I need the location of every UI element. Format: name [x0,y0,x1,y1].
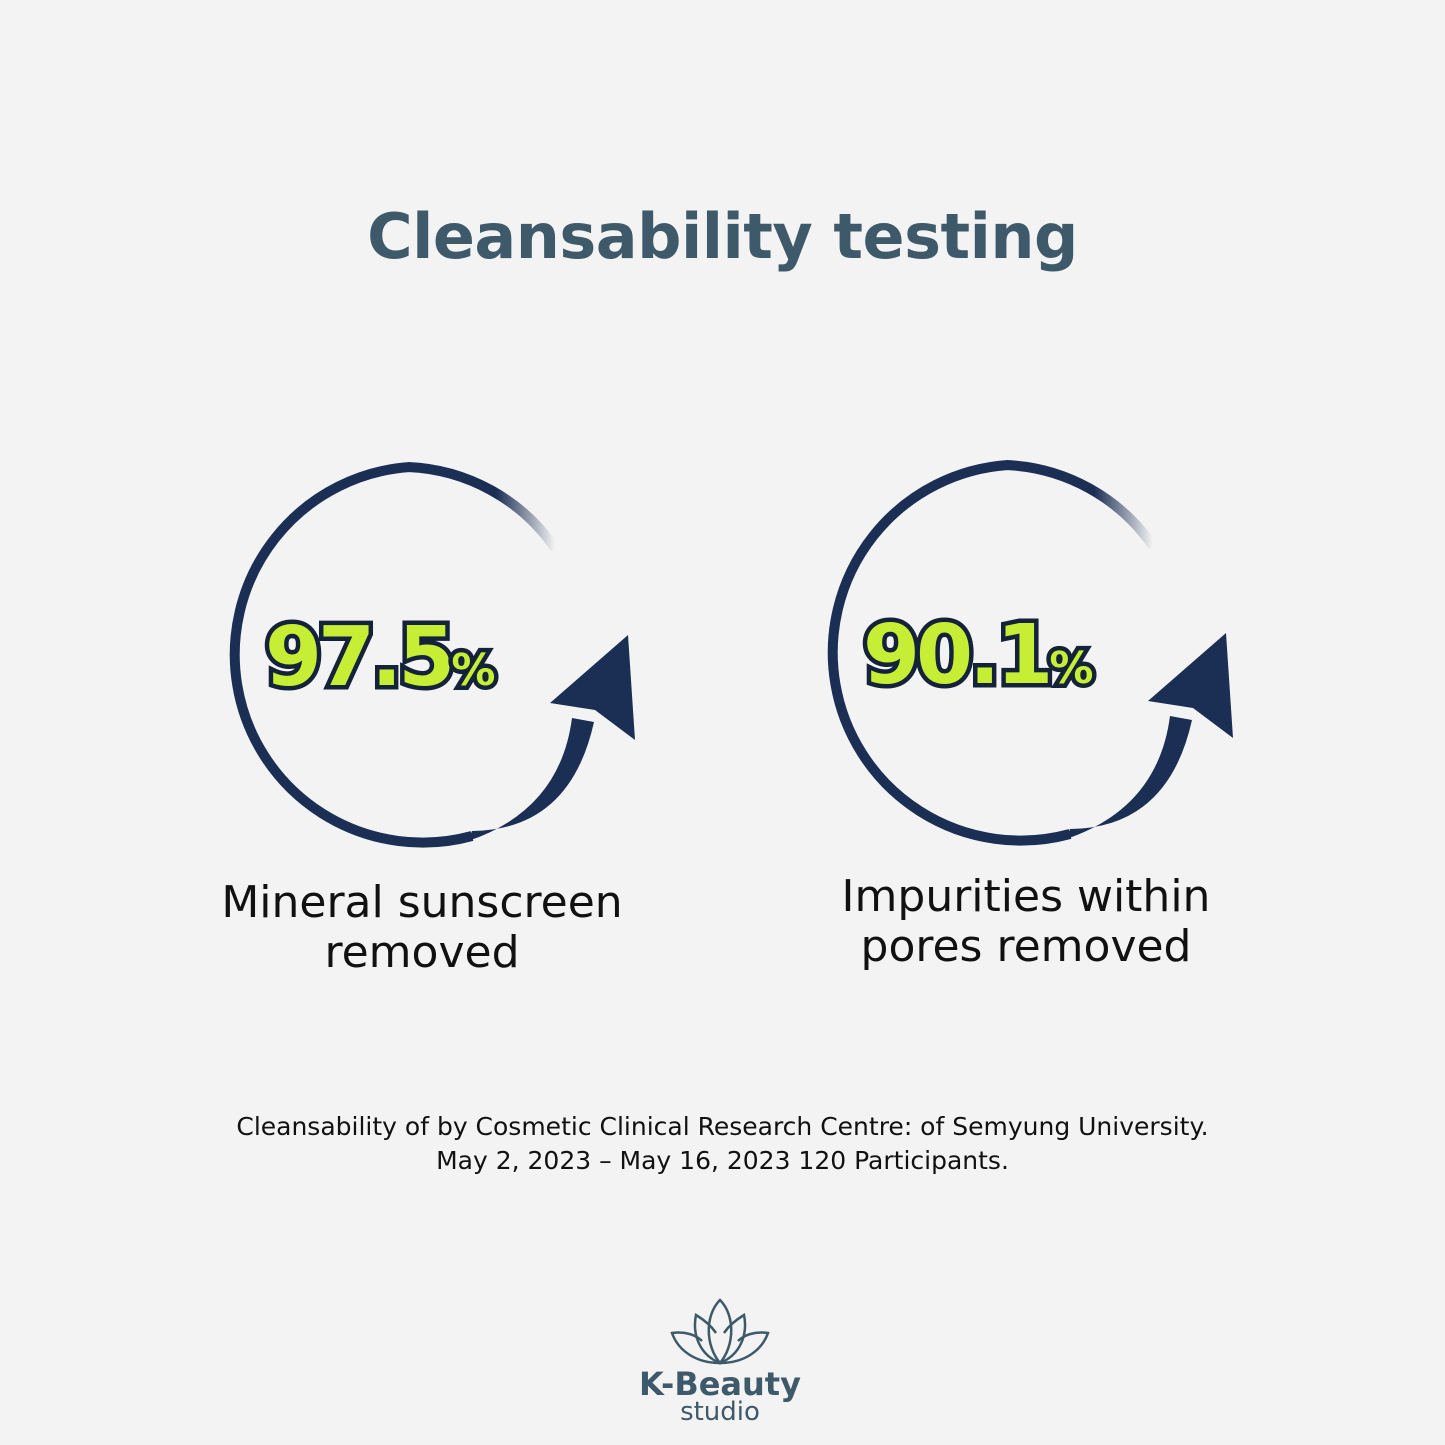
percent-unit: % [447,641,500,701]
percent-number: 90.1 [858,604,1057,708]
caption-line: removed [324,927,520,978]
caption-line: Impurities within [841,871,1211,922]
footnote: Cleansability of by Cosmetic Clinical Re… [0,1110,1445,1178]
stat-graphic-sunscreen: 97.5% [210,460,650,850]
caption-pores: Impurities within pores removed [726,872,1326,972]
stat-graphic-pores: 90.1% [808,458,1248,848]
percent-value: 90.1% [858,604,1098,708]
percent-value: 97.5% [260,606,500,710]
percent-number: 97.5 [260,606,459,710]
brand-name: K-Beauty [639,1365,801,1403]
circular-arrow-icon [229,462,635,848]
footnote-line: May 2, 2023 – May 16, 2023 120 Participa… [436,1146,1009,1175]
caption-line: Mineral sunscreen [221,877,623,928]
footnote-line: Cleansability of by Cosmetic Clinical Re… [236,1112,1209,1141]
caption-sunscreen: Mineral sunscreen removed [122,878,722,978]
circular-arrow-icon [827,460,1233,846]
percent-unit: % [1045,639,1098,699]
brand-logo: K-Beauty studio [620,1295,820,1427]
page-title: Cleansability testing [367,200,1078,273]
lotus-icon [670,1298,770,1365]
caption-line: pores removed [860,921,1192,972]
brand-sub: studio [680,1397,760,1427]
